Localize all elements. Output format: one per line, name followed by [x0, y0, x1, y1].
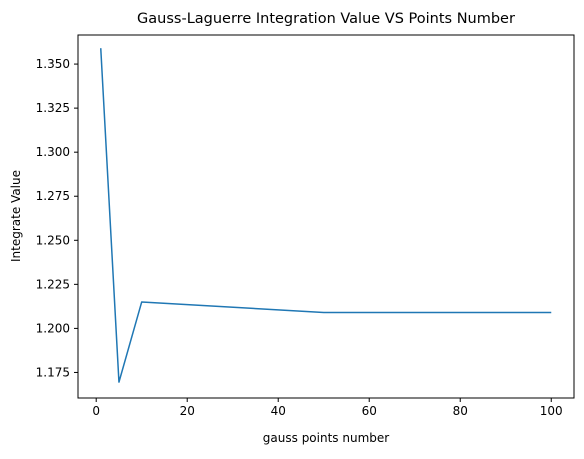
- x-tick-label: 80: [453, 404, 468, 418]
- y-axis-ticks: 1.175 1.200 1.225 1.250 1.275 1.300 1.325 1.350: [36, 57, 78, 379]
- y-tick-label: 1.250: [36, 233, 70, 247]
- x-tick-label: 0: [92, 404, 100, 418]
- chart-title: Gauss-Laguerre Integration Value VS Poin…: [137, 11, 515, 27]
- x-tick-label: 60: [362, 404, 377, 418]
- y-tick-label: 1.300: [36, 145, 70, 159]
- y-tick-label: 1.350: [36, 57, 70, 71]
- y-tick-label: 1.200: [36, 321, 70, 335]
- x-tick-label: 20: [180, 404, 195, 418]
- plot-area: [101, 48, 552, 382]
- axes-frame: [78, 35, 574, 398]
- y-tick-label: 1.325: [36, 101, 70, 115]
- x-axis-ticks: 0 20 40 60 80 100: [92, 398, 562, 418]
- y-axis-label: Integrate Value: [9, 170, 23, 262]
- x-axis-label: gauss points number: [263, 431, 389, 445]
- x-tick-label: 40: [271, 404, 286, 418]
- series-line-1: [101, 48, 552, 382]
- x-tick-label: 100: [540, 404, 563, 418]
- y-tick-label: 1.175: [36, 365, 70, 379]
- y-tick-label: 1.225: [36, 277, 70, 291]
- y-tick-label: 1.275: [36, 189, 70, 203]
